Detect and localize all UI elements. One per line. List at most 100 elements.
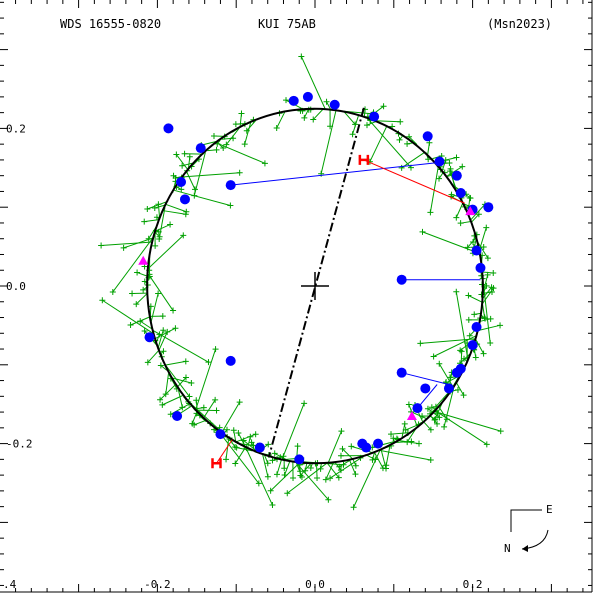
observation-residual [234,433,256,443]
observation-cross [380,103,387,110]
header-discoverer: KUI 75AB [258,17,316,31]
observation-residual [225,438,230,460]
observation-cross [156,235,163,242]
observation-cross [427,209,434,216]
observation-cross [191,421,198,428]
observation-residual [160,365,168,371]
measurement-point-blue [396,367,407,378]
observation-residual [342,448,353,459]
observation-cross [230,427,237,434]
observation-residual [284,461,291,476]
observation-cross [297,468,304,475]
observation-residual [474,338,485,354]
observation-cross [310,116,317,123]
observation-residual [158,207,166,240]
observation-residual [455,291,469,359]
observation-cross [283,97,290,104]
observation-cross [200,404,207,411]
observation-residual [162,395,183,406]
observation-cross [453,214,460,221]
observation-cross [164,328,171,335]
observation-cross [350,504,357,511]
observation-cross [401,420,408,427]
y-tick-label: 0.2 [6,122,26,135]
observation-cross [145,235,152,242]
observation-cross [238,110,245,117]
observation-residual [482,278,491,344]
compass-axes [510,509,542,532]
observation-residual [246,120,257,132]
x-tick-label: 0.0 [305,578,325,591]
observation-cross [428,404,435,411]
observation-cross [443,416,450,423]
observation-residual [158,331,168,352]
compass-east-label: E [546,503,553,516]
observation-cross [467,195,474,202]
residual-line-red [363,159,465,204]
observation-residual [442,159,447,171]
observation-residual [102,299,154,334]
observation-residual [165,373,170,395]
observation-cross [483,224,490,231]
observation-residual [245,447,273,506]
observation-cross [98,242,105,249]
observation-residual [401,151,426,169]
observation-cross [255,480,262,487]
observation-residual [176,377,187,388]
observation-cross [417,340,424,347]
observation-residual [135,293,148,305]
observation-residual [244,122,252,145]
measurement-point-blue [467,340,478,351]
observation-cross [137,318,144,325]
residual-line-blue [230,161,442,186]
observation-residual [163,210,186,215]
observation-residual [365,116,412,168]
observation-cross [173,151,180,158]
observation-residual [481,287,494,305]
observation-cross [223,456,230,463]
observation-cross [152,242,159,249]
observation-cross [490,285,497,292]
measurement-point-blue [288,95,299,106]
observation-cross [235,429,242,436]
observation-cross [178,186,185,193]
observation-cross [188,380,195,387]
measurement-point-blue [172,411,183,422]
observation-residual [326,462,340,478]
observation-cross [427,426,434,433]
observation-cross [396,136,403,143]
observation-cross [159,401,166,408]
measurement-point-blue [471,321,482,332]
observation-residual [467,236,478,248]
observation-cross [480,350,487,357]
observation-cross [140,286,147,293]
observation-cross [458,348,465,355]
compass-north-label: N [504,542,511,555]
observation-residual [177,389,183,408]
observation-residual [193,420,206,426]
observation-cross [241,141,248,148]
observation-cross [398,164,405,171]
measurement-point-blue [294,454,305,465]
measurement-point-blue [451,170,462,181]
observation-cross [487,315,494,322]
observation-cross [281,465,288,472]
observation-cross [430,353,437,360]
observation-residual [325,461,335,480]
observation-cross [162,391,169,398]
x-tick-label: -0.2 [144,578,171,591]
observation-cross [405,401,412,408]
measurement-point-blue [302,91,313,102]
residual-lines [216,159,481,464]
observation-residual [216,142,266,164]
measurement-point-blue [369,111,380,122]
observation-cross [230,135,237,142]
observation-cross [191,192,198,199]
observation-residual [295,462,303,478]
axis-ticks [0,0,592,592]
measurement-point-blue [412,403,423,414]
observation-residual [312,108,324,120]
measurement-point-blue [215,429,226,440]
observation-residual [410,411,427,419]
